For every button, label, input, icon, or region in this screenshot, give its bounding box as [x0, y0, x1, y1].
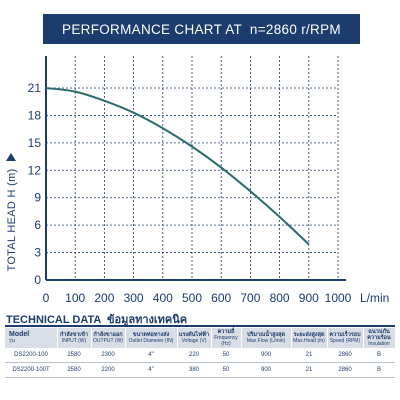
col-header-label: กำลังขาเข้า	[59, 332, 89, 338]
col-header-input: กำลังขาเข้า INPUT (W)	[57, 328, 92, 348]
col-header-sub: Speed (RPM)	[329, 338, 361, 344]
y-axis-label-wrap: TOTAL HEAD H (m)	[2, 160, 22, 280]
table-row: DS2200-100 2580 2300 4" 220 50 900 21 28…	[5, 348, 395, 363]
y-tick-label: 6	[34, 218, 41, 232]
y-axis-label: TOTAL HEAD H (m)	[6, 168, 18, 272]
cell-voltage: 380	[177, 362, 211, 378]
cell-max-head: 21	[291, 348, 327, 363]
col-header-sub: Outlet Diameter (IN)	[128, 338, 174, 344]
x-tick-label: 1000	[325, 291, 352, 305]
col-header-output: กำลังขาออก OUTPUT (W)	[91, 328, 126, 348]
x-tick-label: 500	[182, 291, 202, 305]
performance-chart: 0 100 200 300 400 500 600 700 800 900 1000 0 3 6 9 12 15…	[28, 56, 352, 305]
col-header-label: ระยะส่งสูงสุด	[293, 332, 325, 338]
x-tick-label: 100	[65, 291, 85, 305]
col-header-speed: ความเร็วรอบ Speed (RPM)	[327, 328, 364, 348]
table-divider	[5, 325, 395, 327]
technical-data-title-th: ข้อมูลทางเทคนิค	[106, 314, 188, 326]
col-header-max-flow: ปริมาณน้ำสูงสุด Max.Flow (L/min)	[241, 328, 292, 348]
x-tick-label: 700	[240, 291, 260, 305]
y-tick-label: 9	[34, 191, 41, 205]
col-header-sub: Insulation	[368, 341, 390, 347]
cell-max-flow: 900	[241, 348, 291, 363]
cell-max-head: 21	[291, 362, 327, 378]
x-tick-label: 300	[124, 291, 144, 305]
cell-model: DS2200-100T	[5, 362, 57, 378]
x-tick-label: 200	[94, 291, 114, 305]
col-header-label: ขนาดท่อทางส่ง	[132, 332, 170, 338]
technical-data-table: Model รุ่น กำลังขาเข้า INPUT (W) กำลังขาออ…	[5, 328, 396, 378]
y-tick-label: 3	[34, 246, 41, 260]
y-axis-arrow-icon	[6, 153, 16, 161]
y-tick-label: 21	[28, 81, 42, 95]
technical-data-title-en: TECHNICAL DATA	[6, 314, 101, 326]
col-header-label: ความเร็วรอบ	[329, 332, 361, 338]
x-tick-label: 800	[270, 291, 290, 305]
cell-insulation: B	[363, 348, 395, 363]
col-header-max-head: ระยะส่งสูงสุด Max.Head (m)	[291, 328, 328, 348]
cell-outlet-diameter: 4"	[125, 348, 177, 363]
col-header-outlet-diameter: ขนาดท่อทางส่ง Outlet Diameter (IN)	[125, 328, 178, 348]
cell-outlet-diameter: 4"	[125, 362, 177, 378]
y-tick-label: 12	[28, 163, 42, 177]
col-header-label: Model	[9, 331, 30, 338]
col-header-label: กำลังขาออก	[93, 332, 123, 338]
table-header-row: Model รุ่น กำลังขาเข้า INPUT (W) กำลังขาออ…	[5, 328, 396, 348]
performance-curve	[45, 87, 310, 246]
cell-speed: 2860	[327, 348, 363, 363]
cell-voltage: 220	[177, 348, 211, 363]
y-tick-label: 18	[28, 108, 42, 122]
cell-output: 2200	[91, 362, 125, 378]
col-header-frequency: ความถี่ Frequency (Hz)	[211, 328, 242, 348]
col-header-label: ฉนวนกันความร้อน	[367, 329, 391, 341]
col-header-label: ปริมาณน้ำสูงสุด	[246, 332, 286, 338]
cell-input: 2580	[57, 362, 91, 378]
y-tick-label: 0	[34, 273, 41, 287]
table-row: DS2200-100T 2580 2200 4" 380 50 900 21 2…	[5, 362, 395, 378]
col-header-sub: รุ่น	[9, 338, 16, 344]
col-header-model: Model รุ่น	[5, 328, 58, 348]
y-tick-label: 15	[28, 136, 42, 150]
col-header-sub: Frequency (Hz)	[214, 335, 238, 347]
x-axis-unit: L/min	[360, 291, 390, 305]
col-header-voltage: แรงดันไฟฟ้า Voltage (V)	[177, 328, 212, 348]
col-header-sub: INPUT (W)	[61, 338, 87, 344]
cell-frequency: 50	[211, 362, 241, 378]
technical-data-title: TECHNICAL DATA ข้อมูลทางเทคนิค	[6, 310, 187, 328]
cell-speed: 2860	[327, 362, 363, 378]
cell-output: 2300	[91, 348, 125, 363]
col-header-sub: Voltage (V)	[181, 338, 207, 344]
col-header-sub: Max.Head (m)	[293, 338, 325, 344]
col-header-sub: Max.Flow (L/min)	[246, 338, 286, 344]
cell-input: 2580	[57, 348, 91, 363]
chart-title-banner: PERFORMANCE CHART AT n=2860 r/RPM	[43, 14, 360, 44]
x-tick-label: 0	[43, 291, 50, 305]
cell-insulation: B	[363, 362, 395, 378]
x-tick-label: 900	[299, 291, 319, 305]
col-header-label: ความถี่	[217, 329, 235, 335]
x-tick-label: 600	[211, 291, 231, 305]
col-header-sub: OUTPUT (W)	[93, 338, 123, 344]
x-tick-label: 400	[153, 291, 173, 305]
cell-frequency: 50	[211, 348, 241, 363]
col-header-insulation: ฉนวนกันความร้อน Insulation	[363, 328, 396, 348]
cell-model: DS2200-100	[5, 348, 57, 363]
col-header-label: แรงดันไฟฟ้า	[178, 332, 210, 338]
cell-max-flow: 900	[241, 362, 291, 378]
